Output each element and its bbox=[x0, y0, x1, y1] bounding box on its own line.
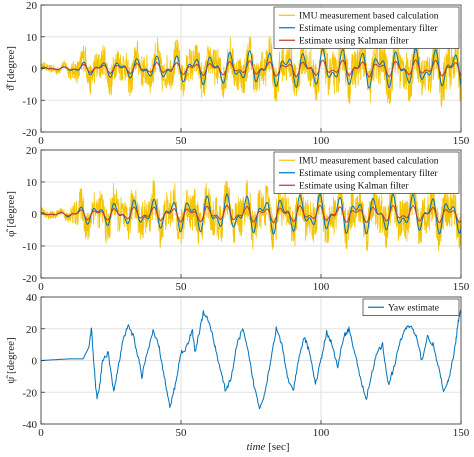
series-group bbox=[41, 175, 461, 252]
legend: IMU measurement based calculationEstimat… bbox=[273, 6, 460, 49]
x-tick-label-1: 50 bbox=[176, 281, 188, 293]
y-axis-label: φ̂ [degree] bbox=[5, 191, 17, 237]
y-tick-label-2: 0 bbox=[32, 209, 38, 221]
y-tick-label-1: -20 bbox=[22, 387, 37, 399]
y-tick-label-2: 0 bbox=[32, 356, 38, 368]
legend-label-1: IMU measurement based calculation bbox=[299, 157, 439, 167]
x-tick-label-3: 150 bbox=[453, 427, 470, 439]
y-tick-label-1: -10 bbox=[22, 95, 37, 107]
y-tick-label-0: -20 bbox=[22, 273, 37, 285]
legend-label-2: Estimate using complementary filter bbox=[299, 168, 438, 179]
y-tick-label-4: 20 bbox=[26, 145, 38, 157]
series-line-imu bbox=[41, 28, 461, 108]
x-tick-label-0: 0 bbox=[38, 281, 44, 293]
legend-box bbox=[273, 151, 460, 194]
legend-label-3: Estimate using Kalman filter bbox=[299, 181, 409, 192]
chart-panel-3: 0 50 100 150 -40 -20 0 20 40 ψ̂ [degree] Yaw estim… bbox=[5, 292, 470, 439]
chart-panel-1: 0 50 100 150 -20 -10 0 10 20 ϑ̂ [degree] IMU measu… bbox=[5, 0, 470, 147]
x-axis-label-italic: time bbox=[246, 441, 265, 453]
y-tick-label-4: 20 bbox=[26, 0, 38, 12]
x-tick-label-2: 100 bbox=[313, 281, 330, 293]
legend-box bbox=[273, 6, 460, 49]
series-line-yaw bbox=[41, 309, 461, 410]
legend-label-1: Yaw estimate bbox=[388, 304, 439, 314]
series-line-kalman bbox=[41, 59, 461, 78]
series-group bbox=[41, 28, 461, 108]
y-tick-label-3: 10 bbox=[26, 32, 38, 44]
x-tick-label-3: 150 bbox=[453, 135, 470, 147]
x-tick-label-1: 50 bbox=[176, 427, 188, 439]
x-tick-label-2: 100 bbox=[313, 135, 330, 147]
y-tick-label-2: 0 bbox=[32, 64, 38, 76]
legend-label-2: Estimate using complementary filter bbox=[299, 23, 438, 34]
y-axis-label: ϑ̂ [degree] bbox=[5, 46, 17, 91]
y-tick-label-0: -40 bbox=[22, 419, 37, 431]
y-tick-label-0: -20 bbox=[22, 127, 37, 139]
x-tick-label-3: 150 bbox=[453, 281, 470, 293]
legend: Yaw estimate bbox=[362, 298, 460, 316]
series-line-kalman bbox=[41, 204, 461, 224]
legend-label-1: IMU measurement based calculation bbox=[299, 12, 439, 22]
x-axis-label-unit: [sec] bbox=[265, 441, 289, 453]
legend-box bbox=[362, 298, 460, 316]
x-tick-label-1: 50 bbox=[176, 135, 188, 147]
y-tick-label-4: 40 bbox=[26, 292, 38, 304]
y-tick-label-3: 20 bbox=[26, 324, 38, 336]
series-line-complementary bbox=[41, 48, 461, 89]
legend: IMU measurement based calculationEstimat… bbox=[273, 151, 460, 194]
x-axis-label: time [sec] bbox=[246, 441, 289, 453]
x-tick-label-0: 0 bbox=[38, 427, 44, 439]
x-tick-label-0: 0 bbox=[38, 135, 44, 147]
y-axis-label: ψ̂ [degree] bbox=[5, 337, 17, 383]
x-tick-label-2: 100 bbox=[313, 427, 330, 439]
legend-label-3: Estimate using Kalman filter bbox=[299, 36, 409, 47]
chart-panel-2: 0 50 100 150 -20 -10 0 10 20 φ̂ [degree] IMU measu… bbox=[5, 145, 470, 293]
series-group bbox=[41, 309, 461, 410]
y-tick-label-3: 10 bbox=[26, 177, 38, 189]
y-tick-label-1: -10 bbox=[22, 241, 37, 253]
